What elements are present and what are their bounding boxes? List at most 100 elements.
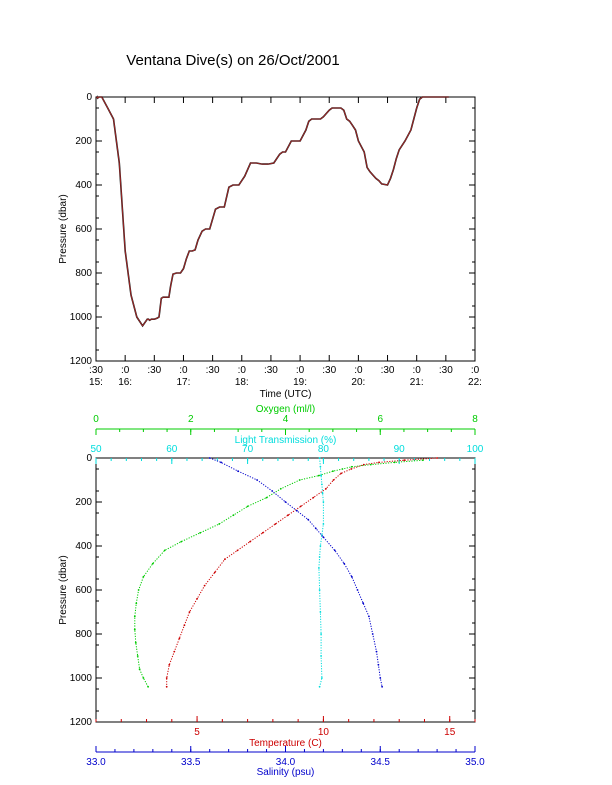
- salinity-profile-line: [209, 457, 383, 687]
- salinity-profile-point: [362, 602, 365, 605]
- temperature-profile-point: [274, 523, 277, 525]
- top-x-tick-minute: :30: [206, 365, 220, 376]
- salinity-profile-point: [379, 677, 382, 679]
- bottom-y-tick-label: 0: [86, 453, 92, 464]
- top-x-tick-hour: 21:: [410, 377, 424, 388]
- salinity-profile-point: [314, 527, 317, 530]
- top-y-tick-label: 600: [75, 224, 92, 235]
- light-profile-point: [320, 655, 322, 657]
- salinity-profile-point: [296, 509, 298, 512]
- salinity-profile-point: [237, 470, 240, 473]
- oxygen-axis-tick-label: 4: [283, 414, 289, 425]
- temperature-profile-point: [436, 457, 438, 459]
- salinity-axis-tick-label: 34.5: [371, 757, 391, 768]
- oxygen-profile-point: [232, 514, 235, 517]
- light-profile-point: [319, 465, 322, 468]
- oxygen-profile-point: [151, 562, 154, 565]
- temperature-axis-tick-label: 10: [318, 727, 330, 738]
- temperature-profile-point: [261, 531, 264, 534]
- salinity-profile-point: [333, 549, 336, 552]
- temperature-profile-point: [340, 472, 342, 475]
- light-profile-point: [322, 501, 325, 503]
- oxygen-profile-point: [137, 589, 140, 591]
- light-profile-point: [321, 492, 324, 495]
- temperature-profile-point: [178, 637, 181, 640]
- oxygen-axis-tick-label: 0: [93, 414, 99, 425]
- oxygen-profile-point: [332, 470, 334, 473]
- oxygen-profile-point: [135, 602, 138, 605]
- temperature-axis-label: Temperature (C): [249, 738, 322, 749]
- top-x-tick-minute: :30: [89, 365, 103, 376]
- salinity-profile-point: [256, 479, 258, 481]
- light-axis-tick-label: 80: [318, 444, 330, 455]
- top-y-tick-label: 200: [75, 136, 92, 147]
- temperature-profile-point: [332, 479, 335, 481]
- salinity-profile-point: [343, 562, 346, 565]
- oxygen-axis-label: Oxygen (ml/l): [256, 404, 315, 415]
- temperature-profile-point: [299, 505, 302, 508]
- oxygen-profile-point: [199, 531, 202, 534]
- oxygen-profile-point: [218, 523, 221, 525]
- oxygen-profile-point: [133, 628, 136, 631]
- top-x-tick-hour: 16:: [118, 377, 132, 388]
- oxygen-axis-tick-label: 2: [188, 414, 194, 425]
- temperature-profile-point: [165, 677, 168, 679]
- light-axis-label: Light Transmission (%): [235, 435, 337, 446]
- top-x-tick-hour: 19:: [293, 377, 307, 388]
- salinity-axis-label: Salinity (psu): [257, 767, 315, 778]
- top-x-tick-minute: :30: [264, 365, 278, 376]
- top-x-tick-minute: :0: [413, 365, 422, 376]
- top-x-tick-hour: 20:: [351, 377, 365, 388]
- salinity-profile-point: [381, 685, 383, 688]
- top-x-tick-hour: 17:: [177, 377, 191, 388]
- temperature-profile-point: [188, 611, 191, 613]
- bottom-y-tick-label: 1200: [70, 717, 93, 728]
- light-profile-point: [320, 633, 322, 635]
- oxygen-profile-point: [279, 487, 282, 490]
- light-axis-tick-label: 100: [467, 444, 484, 455]
- top-x-tick-minute: :30: [147, 365, 161, 376]
- oxygen-profile-point: [317, 474, 320, 477]
- oxygen-profile-point: [341, 468, 344, 470]
- top-plot-frame: [95, 96, 476, 362]
- bottom-y-tick-label: 600: [75, 585, 92, 596]
- chart-title: Ventana Dive(s) on 26/Oct/2001: [126, 52, 339, 69]
- temperature-profile-point: [183, 624, 186, 627]
- top-x-tick-minute: :0: [471, 365, 480, 376]
- top-y-tick-label: 800: [75, 268, 92, 279]
- light-axis-tick-label: 70: [242, 444, 254, 455]
- temperature-profile-point: [196, 597, 199, 600]
- oxygen-profile-point: [350, 465, 353, 468]
- top-x-axis-label: Time (UTC): [260, 389, 312, 400]
- temperature-profile-point: [287, 514, 289, 517]
- oxygen-profile-line: [134, 459, 423, 688]
- light-profile-point: [318, 589, 321, 591]
- temperature-axis-tick-label: 5: [194, 727, 200, 738]
- top-y-tick-label: 0: [86, 92, 92, 103]
- temperature-profile-point: [173, 650, 176, 653]
- salinity-profile-point: [271, 490, 274, 492]
- temperature-profile-point: [249, 540, 252, 543]
- light-profile-line: [318, 457, 324, 687]
- salinity-profile-point: [322, 536, 325, 539]
- salinity-profile-point: [284, 501, 287, 503]
- bottom-y-tick-label: 200: [75, 497, 92, 508]
- bottom-y-tick-label: 400: [75, 541, 92, 552]
- light-profile-point: [321, 483, 323, 486]
- temperature-profile-point: [203, 584, 206, 587]
- bottom-plot-frame: [95, 457, 476, 723]
- temperature-profile-point: [168, 663, 171, 666]
- top-x-tick-minute: :0: [238, 365, 247, 376]
- temperature-profile-point: [350, 468, 353, 470]
- light-profile-point: [318, 567, 320, 569]
- oxygen-profile-point: [134, 641, 137, 644]
- salinity-profile-point: [368, 615, 370, 618]
- temperature-profile-point: [213, 571, 216, 574]
- bottom-y-axis-label: Pressure (dbar): [58, 555, 69, 624]
- top-y-axis-label: Pressure (dbar): [58, 194, 69, 263]
- oxygen-profile-point: [133, 615, 136, 618]
- oxygen-profile-point: [369, 463, 372, 466]
- top-x-tick-hour: 18:: [235, 377, 249, 388]
- light-profile-point: [318, 556, 321, 558]
- salinity-profile-point: [307, 518, 310, 521]
